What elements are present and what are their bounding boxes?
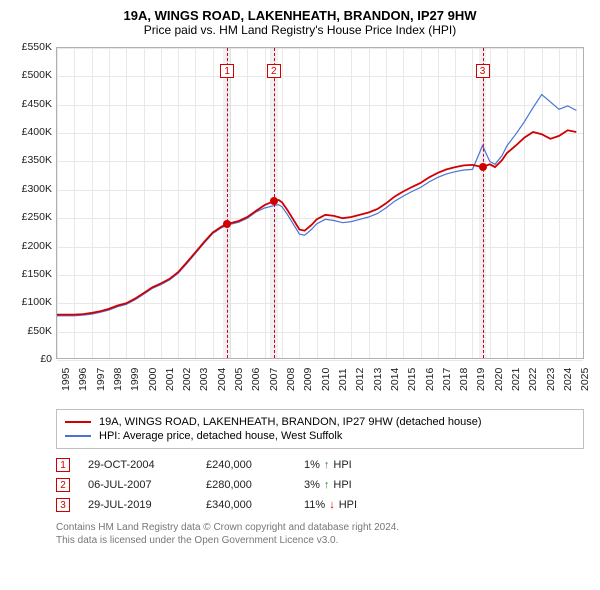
y-axis-label: £550K: [8, 41, 52, 53]
chart-wrap: 1 2 3 £0 £50K £100K £150K £200K £250K £300K £350K…: [8, 43, 592, 403]
x-axis-label: 2024: [562, 368, 574, 391]
event-price: £280,000: [206, 479, 286, 491]
x-axis-label: 1995: [60, 368, 72, 391]
events-table: 129-OCT-2004£240,0001%↑HPI206-JUL-2007£2…: [56, 455, 584, 515]
legend-label: 19A, WINGS ROAD, LAKENHEATH, BRANDON, IP…: [99, 416, 481, 428]
event-number-box: 3: [56, 498, 70, 512]
y-axis-label: £500K: [8, 69, 52, 81]
series-hpi: [57, 95, 576, 316]
x-axis-label: 2018: [458, 368, 470, 391]
legend-row: HPI: Average price, detached house, West…: [65, 429, 575, 443]
event-marker: 1: [220, 64, 234, 78]
x-axis-label: 2021: [510, 368, 522, 391]
arrow-icon: ↓: [329, 499, 335, 511]
event-hpi: 11% ↓ HPI: [304, 499, 357, 511]
event-date: 06-JUL-2007: [88, 479, 188, 491]
event-hpi: 1% ↑HPI: [304, 459, 352, 471]
event-date: 29-JUL-2019: [88, 499, 188, 511]
y-axis-label: £100K: [8, 296, 52, 308]
series-svg: [57, 48, 585, 360]
legend-row: 19A, WINGS ROAD, LAKENHEATH, BRANDON, IP…: [65, 415, 575, 429]
event-price: £240,000: [206, 459, 286, 471]
arrow-icon: ↑: [324, 459, 330, 471]
event-hpi: 3% ↑HPI: [304, 479, 352, 491]
x-axis-label: 2022: [527, 368, 539, 391]
x-axis-label: 2005: [233, 368, 245, 391]
event-marker: 3: [476, 64, 490, 78]
event-row: 3 29-JUL-2019 £340,000 11% ↓ HPI: [56, 495, 584, 515]
x-axis-label: 2016: [424, 368, 436, 391]
arrow-icon: ↑: [324, 479, 330, 491]
x-axis-label: 1999: [129, 368, 141, 391]
x-axis-label: 2008: [285, 368, 297, 391]
event-number-box: 2: [56, 478, 70, 492]
y-axis-label: £400K: [8, 126, 52, 138]
x-axis-label: 2001: [164, 368, 176, 391]
x-axis-label: 2025: [579, 368, 591, 391]
legend-label: HPI: Average price, detached house, West…: [99, 430, 342, 442]
x-axis-label: 2000: [147, 368, 159, 391]
x-axis-label: 2004: [216, 368, 228, 391]
event-suffix: HPI: [333, 479, 351, 491]
event-dashline: [227, 48, 228, 358]
series-property: [57, 130, 576, 314]
x-axis-label: 2023: [545, 368, 557, 391]
x-axis-label: 2013: [372, 368, 384, 391]
event-suffix: HPI: [333, 459, 351, 471]
x-axis-label: 1997: [95, 368, 107, 391]
y-axis-label: £250K: [8, 211, 52, 223]
x-axis-label: 1996: [77, 368, 89, 391]
x-axis-label: 2012: [354, 368, 366, 391]
x-axis-label: 2015: [406, 368, 418, 391]
price-point: [479, 163, 487, 171]
y-axis-label: £350K: [8, 154, 52, 166]
price-point: [270, 197, 278, 205]
y-axis-label: £300K: [8, 183, 52, 195]
x-axis-label: 2003: [198, 368, 210, 391]
chart-title: 19A, WINGS ROAD, LAKENHEATH, BRANDON, IP…: [8, 8, 592, 23]
x-axis-label: 2010: [320, 368, 332, 391]
footnote-line-1: Contains HM Land Registry data © Crown c…: [56, 521, 592, 534]
y-axis-label: £50K: [8, 325, 52, 337]
legend: 19A, WINGS ROAD, LAKENHEATH, BRANDON, IP…: [56, 409, 584, 449]
chart-container: 19A, WINGS ROAD, LAKENHEATH, BRANDON, IP…: [0, 0, 600, 551]
x-axis-label: 2011: [337, 368, 349, 391]
x-axis-label: 2002: [181, 368, 193, 391]
gridline-h: [57, 360, 583, 361]
x-axis-label: 2019: [475, 368, 487, 391]
plot-area: 1 2 3: [56, 47, 584, 359]
x-axis-label: 2006: [250, 368, 262, 391]
legend-swatch: [65, 421, 91, 423]
price-point: [223, 220, 231, 228]
event-row: 1 29-OCT-2004 £240,000 1% ↑HPI: [56, 455, 584, 475]
x-axis-label: 1998: [112, 368, 124, 391]
y-axis-label: £200K: [8, 240, 52, 252]
y-axis-label: £150K: [8, 268, 52, 280]
event-price: £340,000: [206, 499, 286, 511]
legend-swatch: [65, 435, 91, 437]
event-date: 29-OCT-2004: [88, 459, 188, 471]
footnote-line-2: This data is licensed under the Open Gov…: [56, 534, 592, 547]
event-row: 2 06-JUL-2007 £280,000 3% ↑HPI: [56, 475, 584, 495]
event-number-box: 1: [56, 458, 70, 472]
x-axis-label: 2009: [302, 368, 314, 391]
x-axis-label: 2020: [493, 368, 505, 391]
event-suffix: HPI: [339, 499, 357, 511]
y-axis-label: £0: [8, 353, 52, 365]
x-axis-label: 2014: [389, 368, 401, 391]
x-axis-label: 2007: [268, 368, 280, 391]
event-dashline: [483, 48, 484, 358]
x-axis-label: 2017: [441, 368, 453, 391]
event-pct: 3%: [304, 479, 320, 491]
footnote: Contains HM Land Registry data © Crown c…: [56, 521, 592, 547]
event-marker: 2: [267, 64, 281, 78]
chart-subtitle: Price paid vs. HM Land Registry's House …: [8, 23, 592, 37]
event-pct: 11%: [304, 499, 325, 511]
event-pct: 1%: [304, 459, 320, 471]
y-axis-label: £450K: [8, 98, 52, 110]
